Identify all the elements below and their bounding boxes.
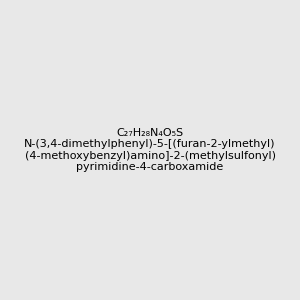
Text: C₂₇H₂₈N₄O₅S
N-(3,4-dimethylphenyl)-5-[(furan-2-ylmethyl)
(4-methoxybenzyl)amino]: C₂₇H₂₈N₄O₅S N-(3,4-dimethylphenyl)-5-[(f… [24,128,276,172]
